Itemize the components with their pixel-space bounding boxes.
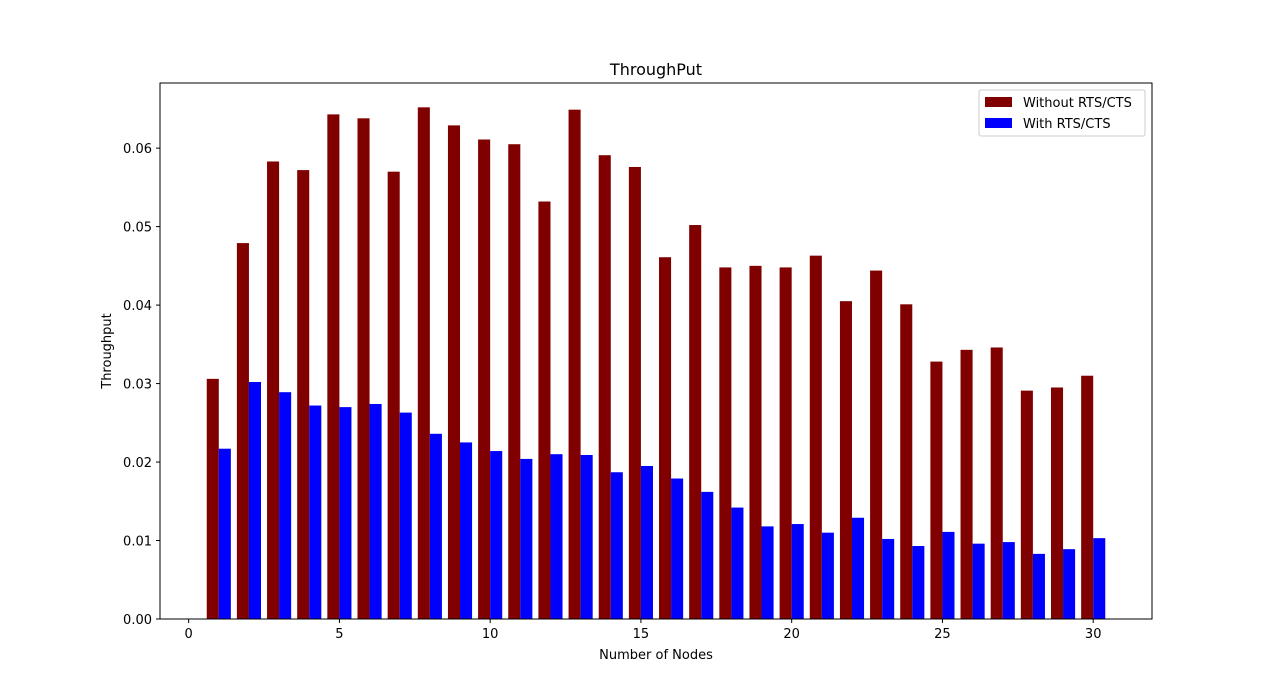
x-tick-label: 10: [482, 627, 499, 642]
bar-with-rts-cts-21: [821, 532, 834, 619]
chart-title: ThroughPut: [609, 60, 702, 79]
bar-without-rts-cts-18: [719, 267, 732, 619]
legend-swatch-with-rts-cts: [985, 118, 1012, 128]
legend-box: [978, 89, 1146, 137]
bar-with-rts-cts-30: [1093, 538, 1106, 619]
legend: Without RTS/CTS With RTS/CTS: [978, 89, 1146, 137]
y-tick-label: 0.05: [123, 221, 152, 236]
bar-without-rts-cts-3: [267, 161, 280, 620]
x-tick-label: 25: [934, 627, 951, 642]
bar-without-rts-cts-28: [1020, 390, 1033, 619]
bar-without-rts-cts-17: [689, 225, 702, 620]
bar-without-rts-cts-1: [206, 378, 219, 619]
bar-with-rts-cts-24: [912, 546, 925, 619]
bar-without-rts-cts-19: [749, 265, 762, 619]
bar-with-rts-cts-17: [701, 491, 714, 619]
bar-without-rts-cts-10: [478, 139, 491, 619]
bar-without-rts-cts-22: [839, 301, 852, 619]
legend-swatch-without-rts-cts: [985, 97, 1012, 107]
y-tick-label: 0.04: [123, 299, 152, 314]
bar-without-rts-cts-11: [508, 144, 521, 619]
bar-with-rts-cts-5: [339, 407, 352, 619]
bar-without-rts-cts-24: [900, 304, 913, 619]
bar-without-rts-cts-13: [568, 109, 581, 620]
bar-with-rts-cts-20: [791, 524, 804, 619]
bar-with-rts-cts-14: [610, 472, 623, 619]
y-ticks-group: 0.00 0.01 0.02 0.03 0.04 0.05 0.06: [123, 142, 160, 628]
x-tick-label: 5: [335, 627, 343, 642]
bar-without-rts-cts-26: [960, 349, 973, 619]
bar-with-rts-cts-4: [309, 405, 322, 619]
x-tick-label: 15: [633, 627, 650, 642]
plot-frame: [159, 82, 1153, 620]
bar-without-rts-cts-5: [327, 114, 340, 619]
x-axis-label: Number of Nodes: [599, 648, 713, 663]
bar-without-rts-cts-29: [1050, 387, 1064, 619]
bar-with-rts-cts-7: [399, 412, 412, 619]
bar-without-rts-cts-15: [628, 166, 641, 619]
bar-with-rts-cts-9: [460, 442, 473, 619]
bar-with-rts-cts-26: [972, 543, 985, 619]
bar-with-rts-cts-10: [490, 451, 503, 619]
bar-without-rts-cts-20: [779, 267, 792, 619]
bar-without-rts-cts-12: [538, 201, 551, 619]
legend-label-without-rts-cts: Without RTS/CTS: [1023, 96, 1132, 111]
bar-with-rts-cts-23: [882, 538, 895, 619]
bar-with-rts-cts-2: [248, 382, 262, 619]
bar-without-rts-cts-7: [387, 171, 400, 619]
x-ticks-group: 0 5 10 15 20 25 30: [185, 619, 1102, 642]
bar-without-rts-cts-6: [357, 118, 370, 619]
bar-with-rts-cts-13: [580, 454, 593, 619]
bar-with-rts-cts-18: [731, 507, 744, 619]
y-tick-label: 0.06: [123, 142, 152, 157]
bar-with-rts-cts-27: [1002, 542, 1015, 619]
bar-without-rts-cts-9: [447, 125, 461, 619]
bar-without-rts-cts-25: [930, 361, 943, 619]
bar-with-rts-cts-6: [369, 403, 382, 619]
bar-with-rts-cts-29: [1063, 549, 1076, 619]
bar-with-rts-cts-12: [550, 454, 563, 619]
bar-without-rts-cts-21: [809, 255, 822, 619]
legend-label-with-rts-cts: With RTS/CTS: [1023, 117, 1111, 132]
bar-without-rts-cts-14: [598, 155, 611, 619]
y-tick-label: 0.02: [123, 456, 152, 471]
y-tick-label: 0.03: [123, 378, 152, 393]
x-tick-label: 20: [783, 627, 800, 642]
y-tick-label: 0.01: [123, 535, 152, 550]
bar-without-rts-cts-2: [236, 243, 249, 619]
bar-without-rts-cts-8: [417, 107, 430, 619]
bar-without-rts-cts-27: [990, 347, 1003, 619]
bar-without-rts-cts-30: [1081, 375, 1094, 619]
y-axis-label: Throughput: [100, 313, 115, 390]
y-tick-label: 0.00: [123, 613, 152, 628]
bar-without-rts-cts-4: [297, 170, 310, 620]
x-tick-label: 30: [1085, 627, 1102, 642]
bars-group: [206, 107, 1106, 620]
bar-with-rts-cts-25: [942, 531, 955, 619]
bar-with-rts-cts-3: [279, 392, 292, 619]
bar-without-rts-cts-16: [659, 257, 672, 619]
bar-with-rts-cts-22: [851, 517, 865, 619]
bar-without-rts-cts-23: [870, 270, 883, 619]
bar-with-rts-cts-16: [671, 478, 684, 619]
bar-with-rts-cts-15: [640, 465, 653, 619]
x-tick-label: 0: [185, 627, 193, 642]
bar-with-rts-cts-19: [761, 526, 774, 619]
bar-with-rts-cts-28: [1032, 553, 1045, 619]
bar-with-rts-cts-11: [520, 458, 533, 619]
bar-with-rts-cts-8: [429, 433, 442, 619]
bar-with-rts-cts-1: [218, 448, 231, 619]
